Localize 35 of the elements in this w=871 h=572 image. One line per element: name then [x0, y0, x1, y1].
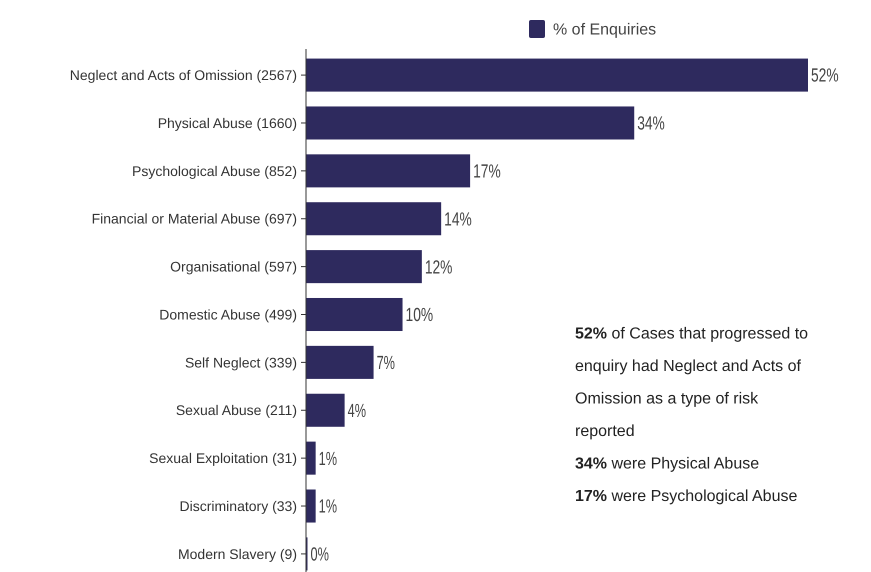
- data-label: 12%: [424, 257, 463, 278]
- annotation: 34% were Physical Abuse: [575, 456, 760, 473]
- y-tick-label: Psychological Abuse (852): [132, 162, 297, 179]
- data-label: 0%: [310, 544, 338, 566]
- y-tick-label: Sexual Exploitation (31): [149, 450, 297, 466]
- annotation: 17% were Psychological Abuse: [575, 488, 798, 506]
- data-label: 1%: [318, 496, 346, 518]
- bar: [306, 442, 316, 475]
- y-tick-label: Neglect and Acts of Omission (2567): [70, 66, 297, 83]
- y-tick-label: Modern Slavery (9): [178, 546, 297, 562]
- bar: [306, 202, 442, 236]
- y-tick-label: Physical Abuse (1660): [158, 114, 297, 131]
- y-tick-label: Financial or Material Abuse (697): [92, 210, 297, 227]
- bar: [306, 490, 316, 523]
- data-label: 4%: [348, 400, 376, 422]
- bar: [306, 58, 808, 92]
- data-label: 10%: [406, 305, 444, 326]
- data-label: 52%: [811, 66, 850, 87]
- data-label: 14%: [444, 209, 482, 230]
- y-tick-label: Sexual Abuse (211): [176, 402, 297, 418]
- data-label: 34%: [637, 114, 676, 135]
- legend-label: % of Enquiries: [553, 22, 656, 39]
- y-tick-label: Domestic Abuse (499): [159, 306, 297, 322]
- bar: [306, 346, 374, 379]
- data-label: 17%: [473, 162, 512, 183]
- y-tick-label: Discriminatory (33): [180, 498, 297, 514]
- y-tick-label: Organisational (597): [170, 258, 297, 275]
- bar: [306, 394, 345, 427]
- bar: [306, 106, 634, 140]
- bar: [306, 298, 403, 332]
- bar: [306, 154, 470, 188]
- y-tick-label: Self Neglect (339): [184, 354, 297, 370]
- data-label: 1%: [318, 448, 346, 470]
- data-label: 7%: [376, 353, 404, 374]
- bar: [306, 250, 422, 284]
